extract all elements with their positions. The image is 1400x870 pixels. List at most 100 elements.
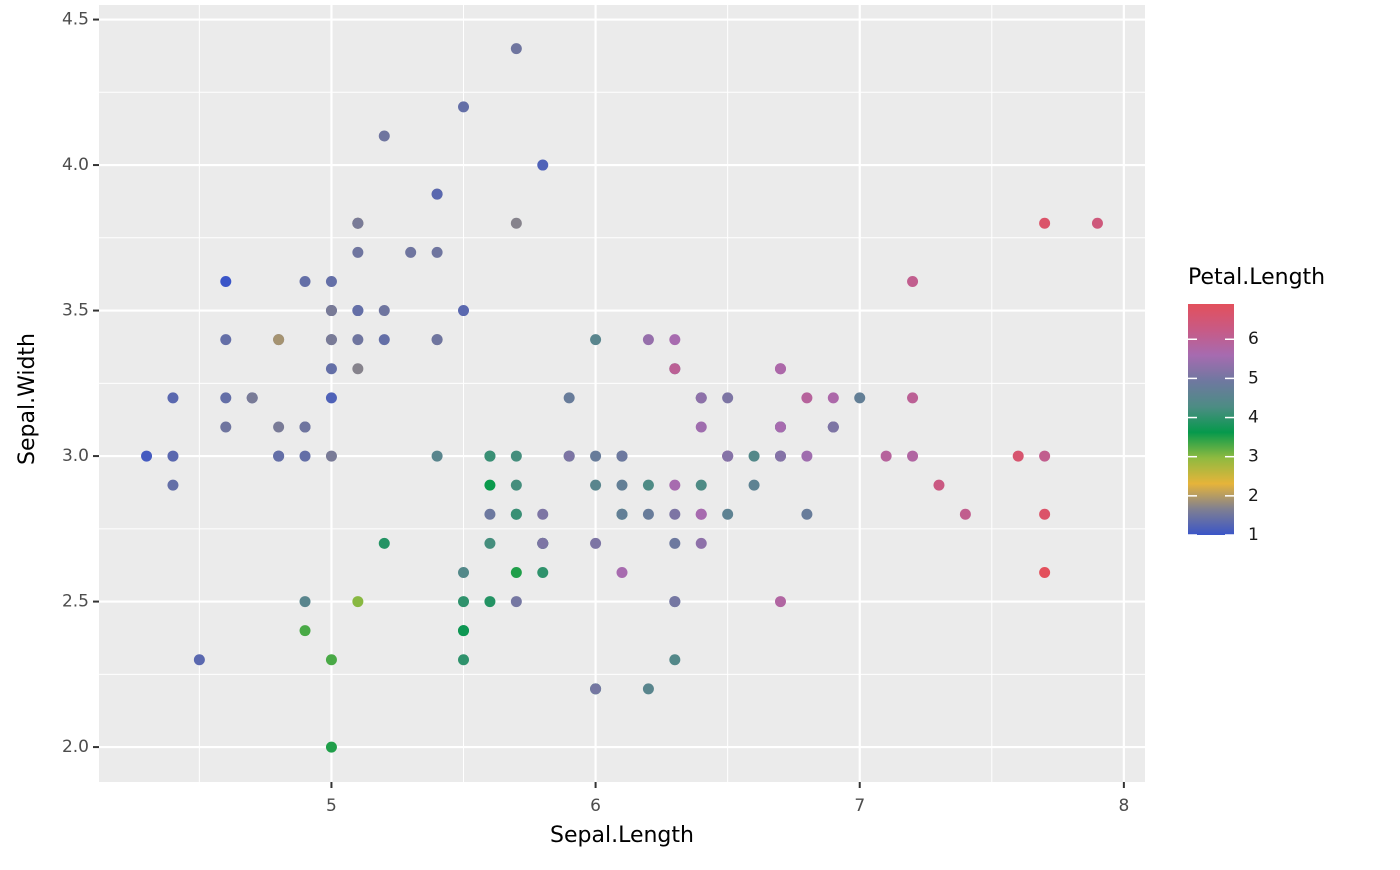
- point: [537, 508, 549, 520]
- x-axis-title: Sepal.Length: [550, 823, 694, 848]
- colorbar-label: 6: [1248, 329, 1259, 349]
- point: [458, 305, 470, 317]
- y-tick-label: 2.0: [62, 737, 89, 757]
- point: [590, 450, 602, 462]
- x-tick-label: 7: [854, 796, 865, 816]
- point: [590, 334, 602, 346]
- point: [907, 392, 919, 404]
- point: [510, 43, 522, 55]
- point: [1012, 450, 1024, 462]
- point: [273, 334, 285, 346]
- point: [220, 421, 232, 433]
- point: [325, 334, 337, 346]
- point: [141, 450, 153, 462]
- point: [801, 450, 813, 462]
- point: [220, 334, 232, 346]
- point: [484, 450, 496, 462]
- point: [220, 275, 232, 287]
- point: [907, 275, 919, 287]
- point: [748, 479, 760, 491]
- y-tick-label: 3.0: [62, 446, 89, 466]
- point: [431, 334, 443, 346]
- legend-title: Petal.Length: [1188, 265, 1325, 290]
- point: [616, 508, 628, 520]
- point: [352, 246, 364, 258]
- point: [352, 596, 364, 608]
- point: [669, 508, 681, 520]
- point: [616, 479, 628, 491]
- point: [405, 246, 417, 258]
- point: [669, 537, 681, 549]
- point: [722, 392, 734, 404]
- point: [695, 537, 707, 549]
- point: [352, 217, 364, 229]
- point: [669, 654, 681, 666]
- point: [458, 566, 470, 578]
- point: [325, 654, 337, 666]
- point: [273, 421, 285, 433]
- point: [907, 450, 919, 462]
- point: [642, 508, 654, 520]
- point: [616, 450, 628, 462]
- plot-panel: [99, 5, 1145, 782]
- point: [722, 508, 734, 520]
- point: [827, 392, 839, 404]
- point: [748, 450, 760, 462]
- point: [510, 479, 522, 491]
- point: [1039, 508, 1051, 520]
- y-axis-title: Sepal.Width: [15, 333, 40, 465]
- point: [325, 392, 337, 404]
- point: [537, 537, 549, 549]
- point: [458, 596, 470, 608]
- point: [669, 334, 681, 346]
- point: [246, 392, 258, 404]
- point: [590, 537, 602, 549]
- x-tick-label: 8: [1118, 796, 1129, 816]
- point: [193, 654, 205, 666]
- point: [642, 479, 654, 491]
- y-tick-label: 4.0: [62, 155, 89, 175]
- colorbar-label: 4: [1248, 408, 1259, 428]
- point: [774, 596, 786, 608]
- point: [959, 508, 971, 520]
- point: [510, 596, 522, 608]
- point: [669, 363, 681, 375]
- point: [352, 363, 364, 375]
- x-tick-label: 5: [326, 796, 337, 816]
- point: [590, 479, 602, 491]
- point: [431, 450, 443, 462]
- point: [774, 450, 786, 462]
- point: [167, 479, 179, 491]
- point: [616, 566, 628, 578]
- point: [273, 450, 285, 462]
- y-tick-label: 2.5: [62, 592, 89, 612]
- point: [220, 392, 232, 404]
- point: [854, 392, 866, 404]
- point: [299, 625, 311, 637]
- point: [537, 159, 549, 171]
- point: [378, 130, 390, 142]
- point: [880, 450, 892, 462]
- point: [378, 305, 390, 317]
- point: [510, 508, 522, 520]
- colorbar-label: 3: [1248, 447, 1259, 467]
- point: [458, 101, 470, 113]
- point: [774, 421, 786, 433]
- point: [801, 392, 813, 404]
- point: [299, 596, 311, 608]
- point: [695, 508, 707, 520]
- point: [378, 334, 390, 346]
- y-tick-label: 4.5: [62, 10, 89, 30]
- point: [352, 305, 364, 317]
- point: [484, 479, 496, 491]
- point: [431, 246, 443, 258]
- point: [642, 683, 654, 695]
- point: [563, 450, 575, 462]
- point: [933, 479, 945, 491]
- point: [325, 275, 337, 287]
- colorbar-label: 2: [1248, 486, 1259, 506]
- point: [167, 392, 179, 404]
- point: [431, 188, 443, 200]
- point: [695, 421, 707, 433]
